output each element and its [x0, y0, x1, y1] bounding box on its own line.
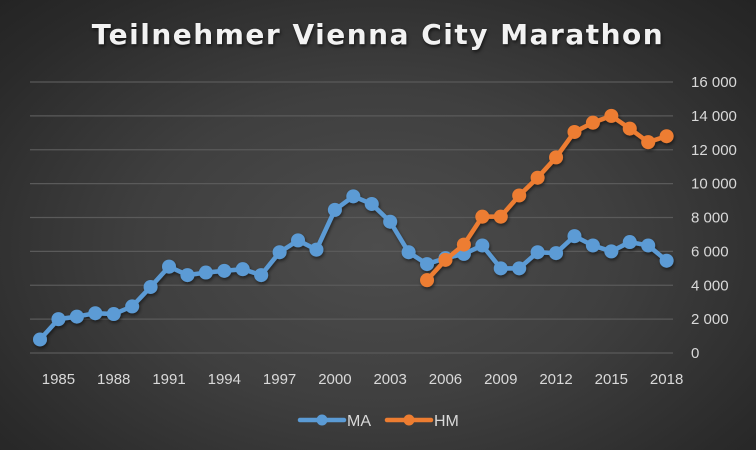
- legend-label: HM: [434, 413, 459, 430]
- x-tick-label: 1991: [152, 371, 185, 388]
- y-axis-labels: 0 2 000 4 000 6 000 8 000 10 000 12 000 14 000 1…: [691, 74, 737, 362]
- y-tick-label: 10 000: [691, 176, 737, 193]
- y-tick-label: 14 000: [691, 108, 737, 125]
- data-point-marker: [420, 273, 435, 288]
- x-tick-label: 2015: [595, 371, 628, 388]
- data-point-marker: [549, 246, 564, 261]
- data-point-marker: [549, 150, 564, 165]
- data-point-marker: [217, 263, 232, 278]
- data-point-marker: [272, 245, 287, 260]
- x-tick-label: 1985: [42, 371, 75, 388]
- data-point-marker: [125, 299, 140, 314]
- x-tick-label: 2012: [539, 371, 572, 388]
- y-tick-label: 12 000: [691, 142, 737, 159]
- x-tick-label: 2018: [650, 371, 683, 388]
- legend-item-hm: HM: [384, 413, 459, 430]
- x-axis-labels: 1985 1988 1991 1994 1997 2000 2003 2006 2009 2012…: [42, 371, 684, 388]
- data-point-marker: [585, 115, 600, 130]
- data-point-marker: [567, 124, 582, 139]
- data-point-marker: [585, 238, 600, 253]
- data-point-marker: [567, 229, 582, 244]
- data-point-marker: [51, 312, 66, 327]
- data-point-marker: [162, 259, 177, 274]
- data-point-marker: [641, 238, 656, 253]
- x-tick-label: 1994: [208, 371, 241, 388]
- data-point-marker: [530, 245, 545, 260]
- data-point-marker: [235, 262, 250, 277]
- data-point-marker: [622, 235, 637, 250]
- data-point-marker: [659, 253, 674, 268]
- x-tick-label: 2003: [373, 371, 406, 388]
- data-point-marker: [438, 252, 453, 267]
- data-point-marker: [327, 202, 342, 217]
- data-point-marker: [493, 209, 508, 224]
- data-point-marker: [512, 188, 527, 203]
- series-lines: [33, 108, 674, 347]
- x-tick-label: 1988: [97, 371, 130, 388]
- data-point-marker: [493, 261, 508, 276]
- data-point-marker: [291, 233, 306, 248]
- legend-label: MA: [347, 413, 371, 430]
- data-point-marker: [143, 279, 158, 294]
- data-point-marker: [512, 261, 527, 276]
- data-point-marker: [420, 257, 435, 272]
- data-point-marker: [475, 209, 490, 224]
- data-point-marker: [106, 307, 121, 322]
- data-point-marker: [604, 108, 619, 123]
- data-point-marker: [364, 196, 379, 211]
- y-tick-label: 2 000: [691, 311, 729, 328]
- y-tick-label: 16 000: [691, 74, 737, 91]
- x-tick-label: 2000: [318, 371, 351, 388]
- data-point-marker: [88, 306, 103, 321]
- data-point-marker: [475, 238, 490, 253]
- data-point-marker: [604, 244, 619, 259]
- data-point-marker: [180, 268, 195, 283]
- x-tick-label: 2009: [484, 371, 517, 388]
- x-tick-label: 1997: [263, 371, 296, 388]
- legend-item-ma: MA: [297, 413, 371, 430]
- data-point-marker: [659, 129, 674, 144]
- data-point-marker: [530, 170, 545, 185]
- data-point-marker: [641, 135, 656, 150]
- y-tick-label: 6 000: [691, 243, 729, 260]
- legend-marker-icon: [316, 414, 328, 426]
- data-point-marker: [346, 189, 361, 204]
- legend: MA HM: [297, 413, 459, 430]
- series-hm: [420, 108, 674, 288]
- legend-marker-icon: [403, 414, 415, 426]
- y-tick-label: 0: [691, 345, 699, 362]
- data-point-marker: [456, 237, 471, 252]
- data-point-marker: [383, 214, 398, 229]
- data-point-marker: [254, 268, 269, 283]
- data-point-marker: [622, 121, 637, 136]
- series-ma: [33, 189, 674, 347]
- y-tick-label: 4 000: [691, 277, 729, 294]
- data-point-marker: [198, 265, 213, 280]
- data-point-marker: [309, 242, 324, 257]
- data-point-marker: [401, 245, 416, 260]
- x-tick-label: 2006: [429, 371, 462, 388]
- data-point-marker: [69, 309, 84, 324]
- gridlines: [30, 81, 673, 354]
- y-tick-label: 8 000: [691, 210, 729, 227]
- data-point-marker: [33, 332, 47, 347]
- chart-title: Teilnehmer Vienna City Marathon: [91, 18, 665, 51]
